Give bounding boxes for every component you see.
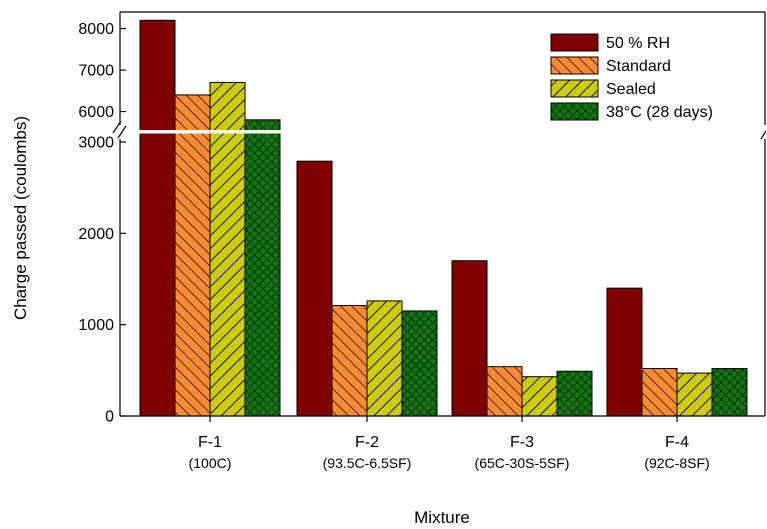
bar-f-4-series-2 — [641, 368, 678, 417]
bar-f-1-series-4 — [244, 119, 281, 417]
bar-f-3-series-1 — [451, 260, 488, 417]
x-tick-label-f-1: F-1 — [198, 434, 222, 451]
legend-label-4: 38°C (28 days) — [606, 104, 713, 121]
x-labels-layer: F-1 (100C) F-2 (93.5C-6.5SF) F-3 (65C-30S-5SF… — [189, 416, 710, 471]
legend: 50 % RH Standard Sealed 38°C (28 days) — [550, 33, 713, 121]
y-tick-label-1000: 1000 — [78, 317, 114, 334]
x-axis-title: Mixture — [414, 508, 470, 527]
axis-break-slash-2 — [117, 125, 127, 139]
y-axis-title: Charge passed (coulombs) — [11, 116, 30, 320]
bar-f-2-series-1 — [296, 160, 333, 417]
bar-f-3-series-4 — [556, 370, 593, 417]
bar-f-2-series-4 — [401, 310, 438, 417]
bar-f-4-series-4 — [711, 368, 748, 417]
axis-break-band — [117, 130, 287, 134]
x-tick-sublabel-f-3: (65C-30S-5SF) — [475, 455, 570, 471]
x-tick-sublabel-f-2: (93.5C-6.5SF) — [323, 455, 412, 471]
y-tick-label-6000: 6000 — [78, 104, 114, 121]
y-tick-label-8000: 8000 — [78, 21, 114, 38]
x-tick-sublabel-f-1: (100C) — [189, 455, 232, 471]
bar-f-3-series-2 — [486, 366, 523, 417]
legend-label-2: Standard — [606, 58, 671, 75]
bars-layer — [139, 19, 748, 417]
bar-f-2-series-2 — [331, 304, 368, 417]
x-tick-label-f-4: F-4 — [665, 434, 689, 451]
y-tick-label-7000: 7000 — [78, 63, 114, 80]
y-tick-label-3000: 3000 — [78, 135, 114, 152]
bar-f-3-series-3 — [521, 376, 558, 417]
bar-f-4-series-1 — [606, 287, 643, 417]
x-tick-label-f-2: F-2 — [355, 434, 379, 451]
bar-f-4-series-3 — [676, 372, 713, 417]
bar-f-2-series-3 — [366, 300, 403, 417]
axes-layer — [112, 11, 767, 417]
axis-break-slash-1 — [112, 120, 122, 134]
legend-label-3: Sealed — [606, 81, 656, 98]
bar-f-1-series-2 — [174, 94, 211, 417]
bar-f-1-series-3 — [209, 82, 246, 417]
y-ticks-layer: 0 1000 2000 3000 6000 7000 8000 — [78, 21, 126, 426]
bar-f-1-series-1 — [139, 19, 176, 417]
legend-label-1: 50 % RH — [606, 35, 670, 52]
legend-swatch-3 — [550, 79, 599, 98]
x-tick-label-f-3: F-3 — [510, 434, 534, 451]
legend-swatch-1 — [550, 33, 599, 52]
x-tick-sublabel-f-4: (92C-8SF) — [644, 455, 709, 471]
legend-swatch-4 — [550, 102, 599, 121]
axis-break-layer — [117, 130, 287, 134]
axis-break-slash-right — [760, 130, 767, 140]
y-tick-label-2000: 2000 — [78, 226, 114, 243]
legend-swatch-2 — [550, 56, 599, 75]
y-tick-label-0: 0 — [105, 409, 114, 426]
